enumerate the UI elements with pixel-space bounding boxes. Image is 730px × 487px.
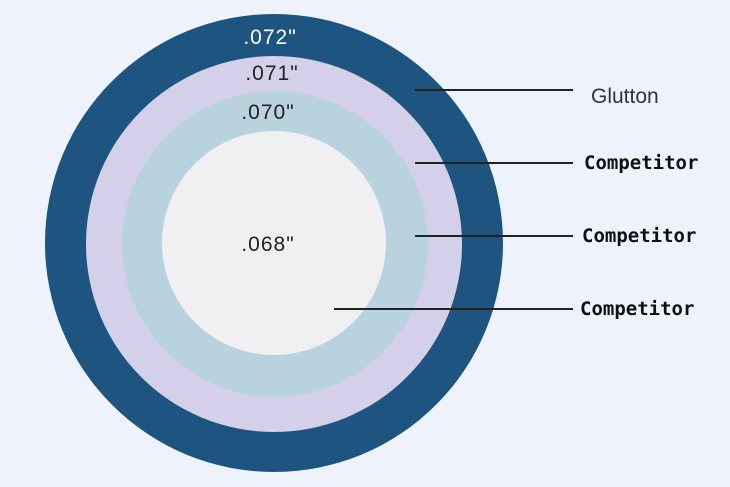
ring-label: Glutton [591,85,659,108]
dimension-label: .070" [241,101,294,124]
ring-label: Competitor [582,225,696,247]
dimension-label: .071" [245,62,298,85]
ring-label: Competitor [580,298,694,320]
dimension-label: .072" [243,26,296,49]
ring-label: Competitor [584,152,698,174]
ring-competitor-3 [162,131,386,355]
dimension-label: .068" [241,233,294,256]
